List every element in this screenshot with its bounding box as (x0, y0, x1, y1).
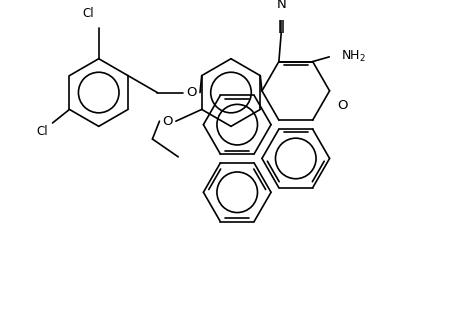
Text: O: O (162, 115, 173, 128)
Text: O: O (186, 86, 197, 99)
Text: Cl: Cl (37, 125, 48, 138)
Text: NH$_2$: NH$_2$ (341, 49, 366, 64)
Text: Cl: Cl (83, 7, 94, 20)
Text: O: O (337, 99, 348, 112)
Text: N: N (276, 0, 286, 11)
